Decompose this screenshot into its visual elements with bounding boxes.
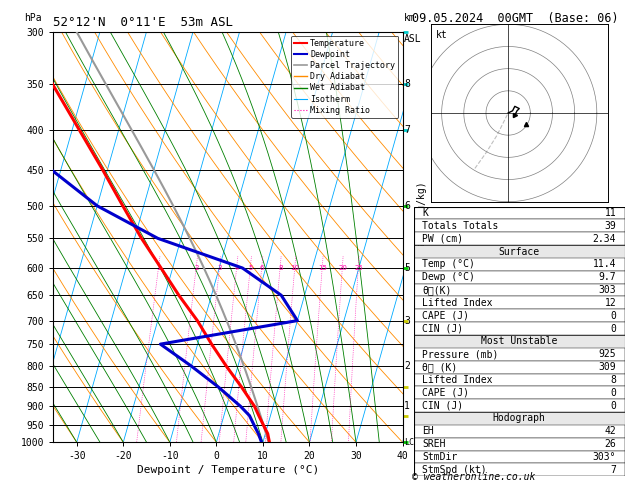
Text: θᴇ(K): θᴇ(K): [422, 285, 452, 295]
Text: PW (cm): PW (cm): [422, 234, 464, 243]
Bar: [414, 232, 625, 245]
Text: 2: 2: [404, 361, 410, 371]
Text: 10: 10: [291, 265, 299, 271]
Text: © weatheronline.co.uk: © weatheronline.co.uk: [412, 472, 535, 482]
Text: 9.7: 9.7: [599, 272, 616, 282]
Text: Lifted Index: Lifted Index: [422, 375, 493, 385]
Text: StmSpd (kt): StmSpd (kt): [422, 465, 487, 475]
Text: 5: 5: [248, 265, 253, 271]
Text: Pressure (mb): Pressure (mb): [422, 349, 499, 359]
Text: ASL: ASL: [404, 34, 422, 44]
Text: Mixing Ratio (g/kg): Mixing Ratio (g/kg): [416, 181, 426, 293]
Bar: [414, 258, 625, 271]
Text: 2.34: 2.34: [593, 234, 616, 243]
Text: 8: 8: [610, 375, 616, 385]
Bar: [414, 386, 625, 399]
Text: CIN (J): CIN (J): [422, 324, 464, 333]
Text: θᴇ (K): θᴇ (K): [422, 362, 457, 372]
Text: kt: kt: [436, 30, 448, 40]
Text: Dewp (°C): Dewp (°C): [422, 272, 475, 282]
Text: 3: 3: [404, 315, 410, 326]
Text: 09.05.2024  00GMT  (Base: 06): 09.05.2024 00GMT (Base: 06): [412, 12, 618, 25]
Text: 4: 4: [235, 265, 239, 271]
Text: 1: 1: [157, 265, 161, 271]
Bar: [414, 245, 625, 258]
Text: km: km: [404, 14, 416, 23]
Text: 11: 11: [604, 208, 616, 218]
Text: 309: 309: [599, 362, 616, 372]
Text: hPa: hPa: [24, 14, 42, 23]
Bar: [414, 374, 625, 386]
Text: 2: 2: [194, 265, 199, 271]
Bar: [414, 361, 625, 374]
Text: 0: 0: [610, 400, 616, 411]
Text: 0: 0: [610, 311, 616, 321]
Bar: [414, 438, 625, 451]
Text: 303: 303: [599, 285, 616, 295]
Text: 7: 7: [404, 125, 410, 135]
Bar: [414, 335, 625, 348]
Text: 8: 8: [278, 265, 282, 271]
Bar: [414, 348, 625, 361]
X-axis label: Dewpoint / Temperature (°C): Dewpoint / Temperature (°C): [137, 466, 319, 475]
Text: 6: 6: [404, 201, 410, 211]
Text: 12: 12: [604, 298, 616, 308]
Text: SREH: SREH: [422, 439, 446, 449]
Text: 25: 25: [354, 265, 363, 271]
Text: 1: 1: [404, 401, 410, 411]
Bar: [414, 399, 625, 412]
Text: 925: 925: [599, 349, 616, 359]
Text: 5: 5: [404, 263, 410, 273]
Text: 11.4: 11.4: [593, 260, 616, 269]
Text: 42: 42: [604, 426, 616, 436]
Text: Hodograph: Hodograph: [493, 414, 546, 423]
Text: 0: 0: [610, 388, 616, 398]
Text: Most Unstable: Most Unstable: [481, 336, 557, 347]
Bar: [414, 412, 625, 425]
Bar: [414, 464, 625, 476]
Text: EH: EH: [422, 426, 434, 436]
Text: 3: 3: [218, 265, 222, 271]
Text: CIN (J): CIN (J): [422, 400, 464, 411]
Text: Lifted Index: Lifted Index: [422, 298, 493, 308]
Text: StmDir: StmDir: [422, 452, 457, 462]
Text: CAPE (J): CAPE (J): [422, 311, 469, 321]
Bar: [414, 271, 625, 284]
Bar: [414, 207, 625, 219]
Text: 7: 7: [610, 465, 616, 475]
Text: 303°: 303°: [593, 452, 616, 462]
Text: 15: 15: [318, 265, 327, 271]
Text: 52°12'N  0°11'E  53m ASL: 52°12'N 0°11'E 53m ASL: [53, 16, 233, 29]
Text: K: K: [422, 208, 428, 218]
Bar: [414, 322, 625, 335]
Text: 39: 39: [604, 221, 616, 231]
Bar: [414, 309, 625, 322]
Bar: [414, 296, 625, 309]
Bar: [414, 425, 625, 438]
Bar: [414, 219, 625, 232]
Text: Totals Totals: Totals Totals: [422, 221, 499, 231]
Legend: Temperature, Dewpoint, Parcel Trajectory, Dry Adiabat, Wet Adiabat, Isotherm, Mi: Temperature, Dewpoint, Parcel Trajectory…: [291, 36, 398, 118]
Text: 6: 6: [260, 265, 264, 271]
Bar: [414, 451, 625, 464]
Text: 0: 0: [610, 324, 616, 333]
Bar: [414, 284, 625, 296]
Text: Temp (°C): Temp (°C): [422, 260, 475, 269]
Text: CAPE (J): CAPE (J): [422, 388, 469, 398]
Text: LCL: LCL: [404, 438, 420, 447]
Text: 20: 20: [338, 265, 347, 271]
Text: Surface: Surface: [499, 246, 540, 257]
Text: 8: 8: [404, 79, 410, 89]
Text: 26: 26: [604, 439, 616, 449]
